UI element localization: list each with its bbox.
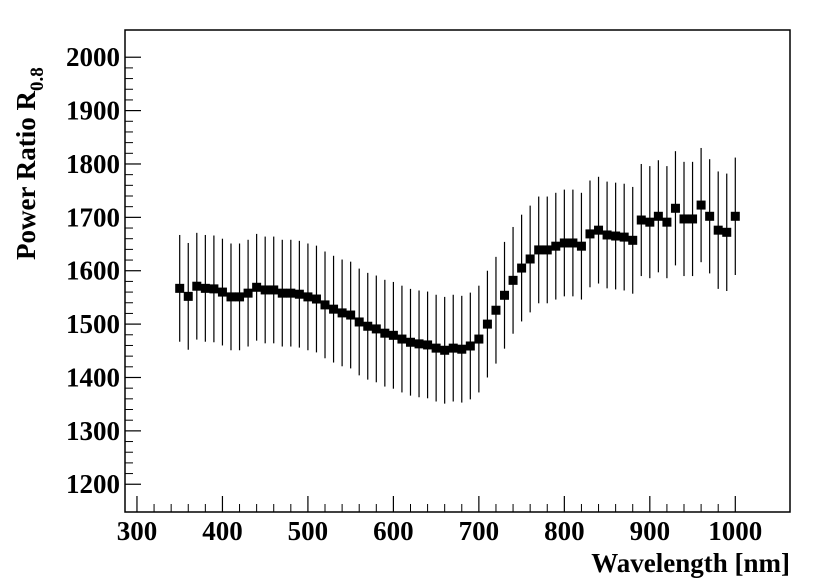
- marker: [542, 245, 552, 255]
- marker: [602, 230, 612, 240]
- y-tick-label: 1200: [66, 469, 120, 499]
- marker: [636, 215, 646, 225]
- marker: [713, 225, 723, 235]
- marker: [303, 292, 313, 302]
- marker: [354, 317, 364, 327]
- marker: [405, 337, 415, 347]
- y-axis-label-main: Power Ratio R: [11, 91, 41, 260]
- marker: [594, 225, 604, 235]
- marker: [482, 319, 492, 329]
- x-tick-label: 900: [630, 516, 671, 546]
- marker: [525, 254, 535, 264]
- marker: [286, 288, 296, 298]
- marker: [371, 324, 381, 334]
- plot-frame: [124, 29, 791, 513]
- marker: [380, 328, 390, 338]
- x-tick-label: 1000: [708, 516, 762, 546]
- marker: [465, 341, 475, 351]
- marker: [346, 310, 356, 320]
- marker: [423, 340, 433, 350]
- marker: [192, 281, 202, 291]
- x-tick-label: 400: [202, 516, 243, 546]
- marker: [311, 294, 321, 304]
- marker: [183, 291, 193, 301]
- marker: [260, 285, 270, 295]
- marker: [329, 304, 339, 314]
- marker: [534, 245, 544, 255]
- marker: [448, 343, 458, 353]
- x-axis-label: Wavelength [nm]: [591, 548, 790, 578]
- marker: [209, 284, 219, 294]
- marker: [517, 263, 527, 273]
- marker: [696, 200, 706, 210]
- marker: [730, 211, 740, 221]
- marker: [277, 288, 287, 298]
- marker: [337, 308, 347, 318]
- marker: [559, 238, 569, 248]
- marker: [269, 285, 279, 295]
- marker: [628, 235, 638, 245]
- x-tick-label: 700: [459, 516, 500, 546]
- y-axis-label-sub: 0.8: [27, 67, 48, 91]
- marker: [235, 292, 245, 302]
- y-tick-label: 1700: [66, 202, 120, 232]
- marker: [440, 345, 450, 355]
- y-tick-label: 2000: [66, 42, 120, 72]
- marker: [243, 288, 253, 298]
- marker: [508, 275, 518, 285]
- marker: [431, 343, 441, 353]
- marker: [388, 330, 398, 340]
- marker: [670, 203, 680, 213]
- x-tick-label: 600: [373, 516, 414, 546]
- x-tick-label: 300: [117, 516, 158, 546]
- y-tick-label: 1300: [66, 416, 120, 446]
- marker: [653, 211, 663, 221]
- marker: [474, 334, 484, 344]
- marker: [500, 290, 510, 300]
- marker: [688, 214, 698, 224]
- marker: [645, 217, 655, 227]
- marker: [619, 232, 629, 242]
- marker: [576, 241, 586, 251]
- marker: [568, 238, 578, 248]
- marker: [662, 217, 672, 227]
- y-tick-label: 1600: [66, 256, 120, 286]
- marker: [175, 283, 185, 293]
- marker: [294, 289, 304, 299]
- y-tick-label: 1800: [66, 149, 120, 179]
- marker: [705, 211, 715, 221]
- marker: [200, 283, 210, 293]
- marker: [363, 321, 373, 331]
- x-tick-label: 500: [288, 516, 329, 546]
- y-axis-label: Power Ratio R0.8: [11, 67, 48, 260]
- x-tick-label: 800: [544, 516, 585, 546]
- marker: [252, 282, 262, 292]
- y-tick-label: 1500: [66, 309, 120, 339]
- marker: [414, 339, 424, 349]
- marker: [397, 334, 407, 344]
- y-tick-label: 1900: [66, 96, 120, 126]
- marker: [551, 241, 561, 251]
- marker: [320, 300, 330, 310]
- y-tick-label: 1400: [66, 362, 120, 392]
- marker: [217, 287, 227, 297]
- marker: [491, 305, 501, 315]
- marker: [611, 231, 621, 241]
- marker: [679, 214, 689, 224]
- marker: [722, 227, 732, 237]
- marker: [457, 344, 467, 354]
- marker: [585, 229, 595, 239]
- marker: [226, 292, 236, 302]
